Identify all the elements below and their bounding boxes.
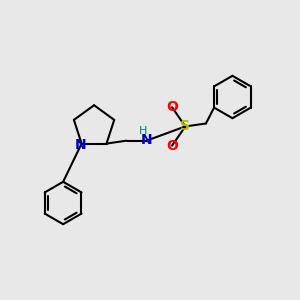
Text: N: N — [75, 138, 87, 152]
Text: O: O — [166, 100, 178, 114]
Text: S: S — [180, 119, 190, 134]
Text: O: O — [166, 139, 178, 153]
Text: H: H — [139, 126, 147, 136]
Text: N: N — [141, 134, 152, 147]
